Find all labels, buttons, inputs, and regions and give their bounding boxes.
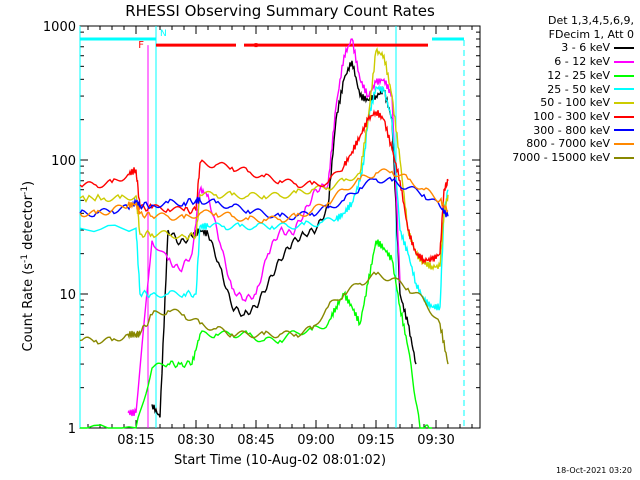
- series-line: [79, 176, 449, 221]
- series-line: [79, 109, 449, 265]
- legend-entry: 7000 - 15000 keV: [484, 151, 634, 165]
- x-tick-label: 09:00: [297, 433, 334, 448]
- legend-entry: 25 - 50 keV: [484, 83, 634, 97]
- y-axis-label: Count Rate (s-1 detector-1): [19, 180, 37, 352]
- series-line: [127, 38, 401, 417]
- x-tick-label: 08:30: [177, 433, 214, 448]
- y-tick-label: 1: [68, 422, 76, 437]
- legend-entry: 12 - 25 keV: [484, 69, 634, 83]
- legend-entry: 100 - 300 keV: [484, 110, 634, 124]
- flare-flag-label: F: [138, 40, 144, 51]
- legend-entry-label: 100 - 300 keV: [533, 109, 610, 123]
- legend-entry-label: 12 - 25 keV: [547, 68, 610, 82]
- x-axis-label: Start Time (10-Aug-02 08:01:02): [173, 453, 387, 468]
- legend-swatch: [614, 88, 634, 91]
- legend: Det 1,3,4,5,6,9, FDecim 1, Att 0 3 - 6 k…: [484, 14, 634, 165]
- legend-entry-label: 7000 - 15000 keV: [512, 151, 610, 165]
- generation-timestamp: 18-Oct-2021 03:20: [556, 466, 632, 475]
- legend-entry-label: 25 - 50 keV: [547, 82, 610, 96]
- legend-swatch: [614, 115, 634, 118]
- legend-header-line-2: FDecim 1, Att 0: [548, 27, 634, 41]
- legend-entry-label: 6 - 12 keV: [554, 55, 610, 69]
- legend-entry: 800 - 7000 keV: [484, 137, 634, 151]
- legend-swatch: [614, 102, 634, 105]
- series-line: [79, 271, 449, 365]
- night-flag-label: N: [160, 29, 167, 39]
- legend-entry: 50 - 100 keV: [484, 96, 634, 110]
- series-line: [79, 84, 449, 311]
- series-line: [79, 46, 449, 271]
- series-line: [79, 168, 449, 224]
- y-tick-label: 10: [59, 288, 76, 303]
- chart-title: RHESSI Observing Summary Count Rates: [125, 2, 435, 20]
- legend-swatch: [614, 143, 634, 146]
- legend-entry: 6 - 12 keV: [484, 55, 634, 69]
- legend-header-line-1: Det 1,3,4,5,6,9,: [547, 14, 634, 27]
- legend-entry-label: 300 - 800 keV: [533, 123, 610, 137]
- legend-swatch: [614, 74, 634, 77]
- y-tick-label: 1000: [43, 20, 76, 35]
- legend-entry-label: 50 - 100 keV: [540, 96, 610, 110]
- legend-entry-label: 3 - 6 keV: [561, 41, 610, 55]
- legend-entry-label: 800 - 7000 keV: [526, 137, 610, 151]
- legend-swatch: [614, 47, 634, 50]
- x-tick-label: 09:15: [357, 433, 394, 448]
- y-tick-label: 100: [51, 154, 76, 169]
- x-tick-label: 08:15: [117, 433, 154, 448]
- legend-swatch: [614, 156, 634, 159]
- legend-swatch: [614, 129, 634, 132]
- x-tick-label: 09:30: [417, 433, 454, 448]
- legend-entry: 300 - 800 keV: [484, 124, 634, 138]
- legend-swatch: [614, 60, 634, 63]
- legend-entry: 3 - 6 keV: [484, 41, 634, 55]
- x-tick-label: 08:45: [237, 433, 274, 448]
